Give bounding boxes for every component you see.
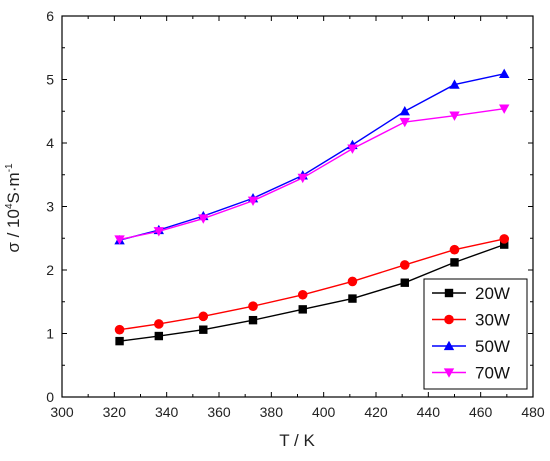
legend-item-20w: 20W xyxy=(432,284,510,303)
x-axis-title: T / K xyxy=(279,431,315,450)
data-point xyxy=(499,234,510,244)
data-point xyxy=(248,315,258,325)
legend-marker xyxy=(444,314,454,325)
data-point xyxy=(297,289,308,300)
data-point xyxy=(114,324,125,335)
x-tick-label: 400 xyxy=(312,404,336,420)
series-20w xyxy=(115,240,509,346)
y-tick-label: 1 xyxy=(46,326,54,342)
series-50w xyxy=(114,68,510,245)
y-tick-label: 4 xyxy=(46,135,54,151)
data-point xyxy=(347,276,358,287)
y-tick-label: 6 xyxy=(46,8,54,24)
x-tick-label: 420 xyxy=(364,404,388,420)
y-axis-title: σ / 104S·m-1 xyxy=(4,163,23,253)
legend-label: 30W xyxy=(475,311,510,330)
data-point xyxy=(199,325,208,334)
data-point xyxy=(399,117,410,128)
legend-item-50w: 50W xyxy=(432,337,510,356)
y-tick-label: 3 xyxy=(46,199,54,215)
data-point xyxy=(400,278,409,287)
x-tick-label: 340 xyxy=(155,404,179,420)
data-point xyxy=(449,244,460,255)
data-point xyxy=(399,106,410,116)
legend-label: 50W xyxy=(475,337,510,356)
data-point xyxy=(347,144,358,154)
data-point xyxy=(153,227,165,237)
data-point xyxy=(499,104,510,114)
x-tick-label: 460 xyxy=(469,404,493,420)
legend-item-70w: 70W xyxy=(432,364,510,383)
legend-item-30w: 30W xyxy=(432,311,510,330)
data-point xyxy=(154,319,164,329)
x-tick-label: 360 xyxy=(207,404,231,420)
legend-label: 20W xyxy=(475,284,510,303)
series-line xyxy=(119,108,505,241)
data-point xyxy=(198,214,209,224)
data-point xyxy=(449,79,460,89)
data-point xyxy=(298,305,307,314)
legend-marker xyxy=(443,340,455,351)
data-point xyxy=(115,336,124,346)
legend-marker xyxy=(443,368,455,378)
data-point xyxy=(154,331,164,341)
series-70w xyxy=(114,104,510,245)
legend: 20W 30W 50W 70W xyxy=(423,278,528,390)
x-tick-label: 480 xyxy=(521,404,545,420)
data-point xyxy=(248,301,258,311)
x-tick-label: 300 xyxy=(50,404,74,420)
data-point xyxy=(348,294,357,303)
y-tick-label: 0 xyxy=(46,389,54,405)
legend-label: 70W xyxy=(475,364,510,383)
data-point xyxy=(450,258,459,267)
y-tick-label: 5 xyxy=(46,72,54,88)
data-point xyxy=(399,260,410,270)
data-point xyxy=(500,240,509,249)
series-30w xyxy=(114,234,510,335)
data-point xyxy=(114,235,125,245)
x-tick-label: 380 xyxy=(260,404,284,420)
data-point xyxy=(198,311,209,322)
series-line xyxy=(119,73,505,241)
x-tick-label: 440 xyxy=(417,404,441,420)
x-tick-label: 320 xyxy=(103,404,127,420)
legend-box xyxy=(423,278,528,390)
y-tick-label: 2 xyxy=(46,262,54,278)
data-point xyxy=(297,173,308,184)
data-point xyxy=(449,111,460,121)
data-point xyxy=(247,196,259,206)
data-point xyxy=(499,68,510,78)
legend-marker xyxy=(444,288,454,298)
